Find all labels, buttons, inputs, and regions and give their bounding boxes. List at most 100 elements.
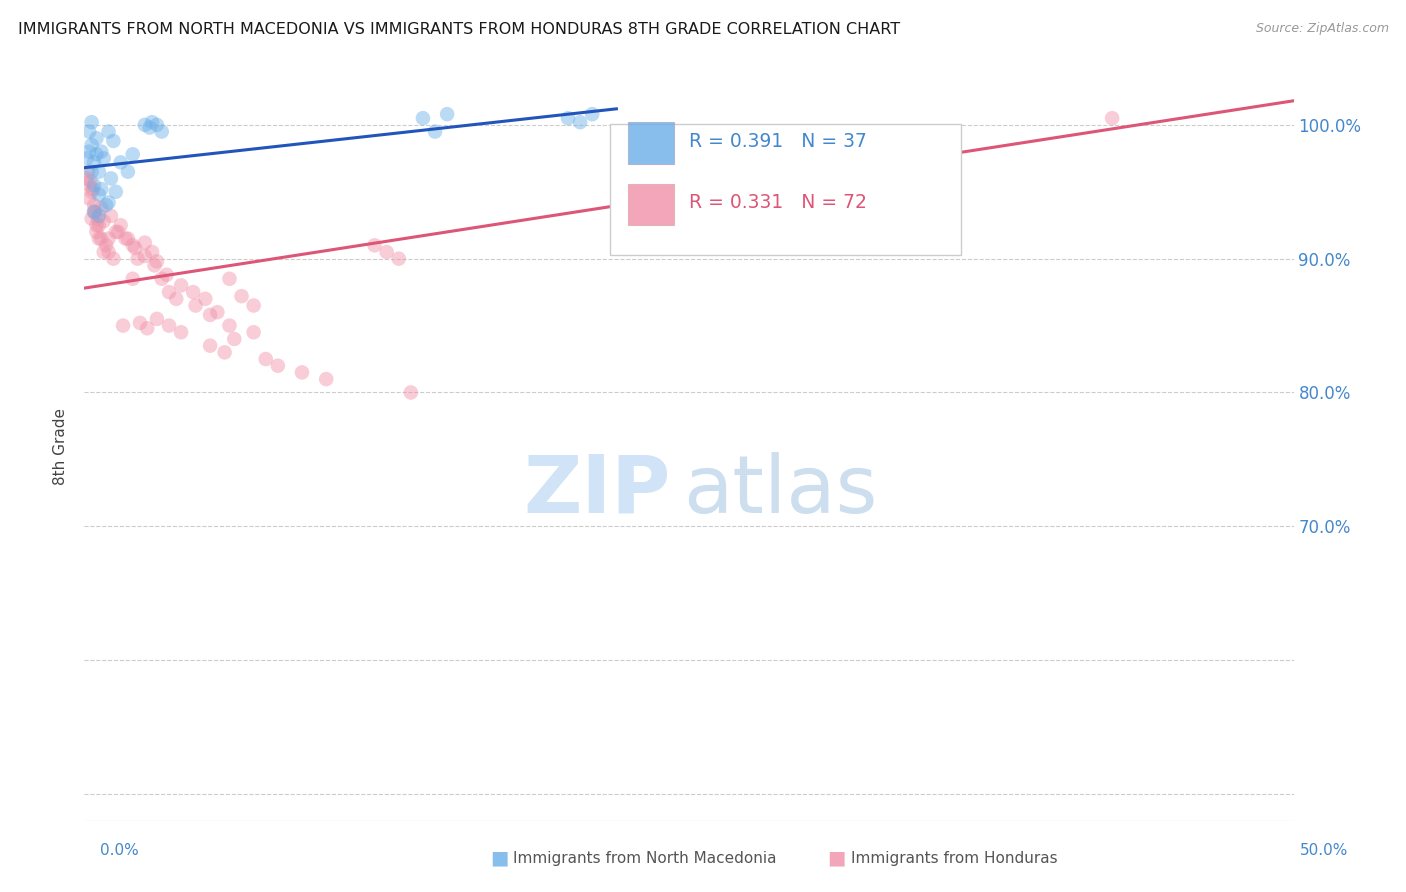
Point (388, 252, 411, 266)
Point (90, 231, 112, 245)
Text: ■: ■ (489, 848, 509, 868)
Point (224, 332, 246, 346)
Point (97, 124, 120, 138)
Point (94, 238, 117, 252)
Point (110, 219, 132, 233)
Point (103, 252, 125, 266)
Point (138, 120, 160, 135)
Point (150, 271, 173, 285)
Point (86, 225, 108, 239)
Point (83, 155, 105, 169)
Point (136, 321, 159, 335)
Point (100, 171, 122, 186)
Point (198, 338, 221, 352)
Point (117, 164, 139, 178)
Point (82, 182, 104, 196)
Point (93, 244, 115, 259)
Text: atlas: atlas (683, 452, 877, 530)
Point (87, 209, 110, 223)
Text: 0.0%: 0.0% (100, 843, 139, 858)
Point (77, 178, 100, 192)
Point (218, 318, 240, 333)
Point (77, 164, 100, 178)
Point (80, 211, 103, 226)
Point (231, 289, 253, 303)
Point (146, 254, 169, 268)
Point (218, 271, 240, 285)
Point (121, 271, 143, 285)
Point (80, 185, 103, 199)
Point (83, 204, 105, 219)
Point (569, 115, 592, 129)
Point (157, 285, 180, 299)
Point (90, 201, 112, 215)
Point (90, 145, 112, 159)
Text: Immigrants from North Macedonia: Immigrants from North Macedonia (513, 851, 776, 865)
Point (412, 112, 434, 126)
Point (77, 124, 100, 138)
Point (83, 198, 105, 212)
Point (315, 372, 337, 386)
Point (184, 298, 207, 313)
Point (90, 182, 112, 196)
Text: 50.0%: 50.0% (1301, 843, 1348, 858)
Bar (628, 184, 675, 225)
Text: ZIP: ZIP (523, 452, 671, 530)
Point (114, 231, 136, 245)
Point (581, 107, 603, 121)
Point (110, 155, 132, 169)
Point (375, 244, 398, 259)
Point (141, 115, 163, 129)
Point (87, 219, 110, 233)
Point (76, 171, 98, 186)
Point (194, 292, 217, 306)
Point (165, 292, 187, 306)
Text: R = 0.331   N = 72: R = 0.331 N = 72 (689, 193, 868, 212)
Point (146, 118, 169, 132)
Point (150, 124, 173, 138)
Y-axis label: 8th Grade: 8th Grade (53, 408, 69, 484)
Point (86, 211, 108, 226)
Point (97, 195, 120, 210)
Point (557, 112, 579, 126)
Point (77, 145, 100, 159)
Text: IMMIGRANTS FROM NORTH MACEDONIA VS IMMIGRANTS FROM HONDURAS 8TH GRADE CORRELATIO: IMMIGRANTS FROM NORTH MACEDONIA VS IMMIG… (18, 22, 900, 37)
Point (100, 209, 122, 223)
Point (86, 219, 108, 233)
Point (83, 178, 105, 192)
Point (134, 235, 156, 250)
Point (127, 252, 149, 266)
Point (214, 345, 236, 359)
Point (94, 198, 117, 212)
Point (79, 174, 101, 188)
Bar (628, 122, 675, 163)
Point (112, 318, 135, 333)
Point (146, 311, 169, 326)
Point (198, 308, 221, 322)
Point (157, 318, 180, 333)
Point (134, 118, 156, 132)
Point (170, 278, 193, 293)
Point (80, 115, 103, 129)
Point (141, 244, 163, 259)
Point (76, 151, 98, 165)
Point (170, 325, 193, 339)
Point (134, 249, 156, 263)
Text: Immigrants from Honduras: Immigrants from Honduras (851, 851, 1057, 865)
Point (155, 268, 177, 282)
Point (86, 147, 108, 161)
Point (399, 385, 422, 400)
Point (103, 134, 125, 148)
Point (84, 204, 107, 219)
Point (87, 164, 110, 178)
Text: ■: ■ (827, 848, 846, 868)
Point (1101, 112, 1123, 126)
Point (436, 107, 458, 121)
Point (97, 231, 120, 245)
Point (93, 151, 115, 165)
Point (242, 325, 264, 339)
Point (104, 185, 127, 199)
Point (87, 231, 110, 245)
Point (83, 204, 105, 219)
Point (121, 147, 143, 161)
